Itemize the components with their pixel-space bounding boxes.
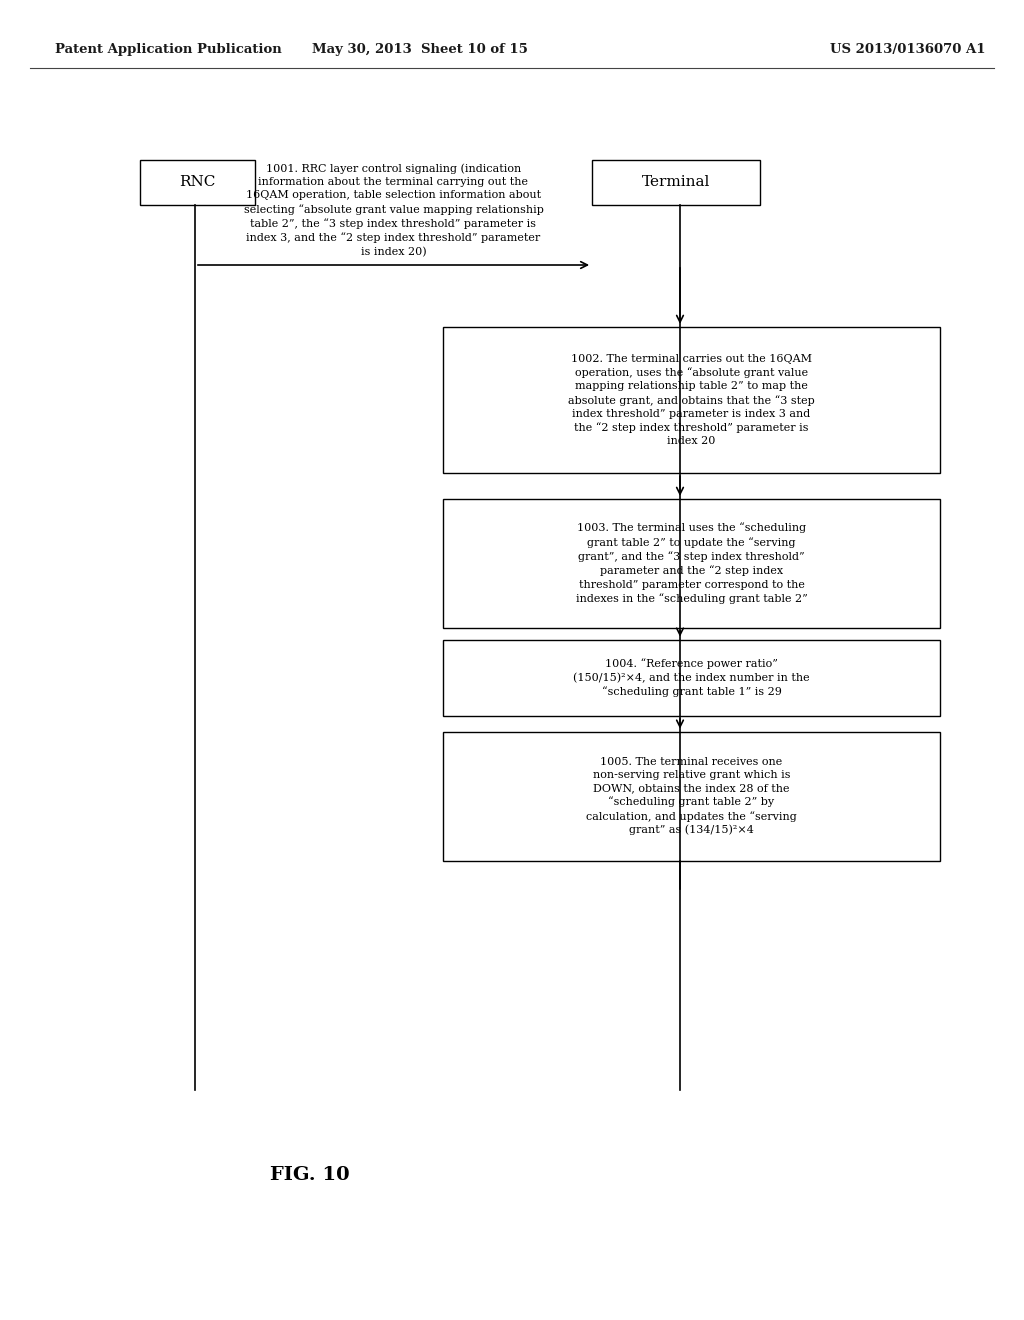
Text: RNC: RNC bbox=[179, 176, 216, 190]
Text: 1004. “Reference power ratio”
(150/15)²×4, and the index number in the
“scheduli: 1004. “Reference power ratio” (150/15)²×… bbox=[573, 659, 810, 697]
Bar bbox=[443, 639, 940, 715]
Bar bbox=[140, 160, 255, 205]
Bar bbox=[443, 731, 940, 861]
Text: 1003. The terminal uses the “scheduling
grant table 2” to update the “serving
gr: 1003. The terminal uses the “scheduling … bbox=[575, 523, 807, 603]
Text: Terminal: Terminal bbox=[642, 176, 711, 190]
Text: FIG. 10: FIG. 10 bbox=[270, 1166, 350, 1184]
Text: 1001. RRC layer control signaling (indication
information about the terminal car: 1001. RRC layer control signaling (indic… bbox=[244, 164, 544, 257]
Bar bbox=[443, 499, 940, 628]
Text: Patent Application Publication: Patent Application Publication bbox=[55, 44, 282, 57]
Text: 1005. The terminal receives one
non-serving relative grant which is
DOWN, obtain: 1005. The terminal receives one non-serv… bbox=[586, 756, 797, 836]
Text: US 2013/0136070 A1: US 2013/0136070 A1 bbox=[830, 44, 985, 57]
Bar bbox=[592, 160, 760, 205]
Text: 1002. The terminal carries out the 16QAM
operation, uses the “absolute grant val: 1002. The terminal carries out the 16QAM… bbox=[568, 354, 815, 446]
Text: May 30, 2013  Sheet 10 of 15: May 30, 2013 Sheet 10 of 15 bbox=[312, 44, 528, 57]
Bar bbox=[443, 327, 940, 474]
